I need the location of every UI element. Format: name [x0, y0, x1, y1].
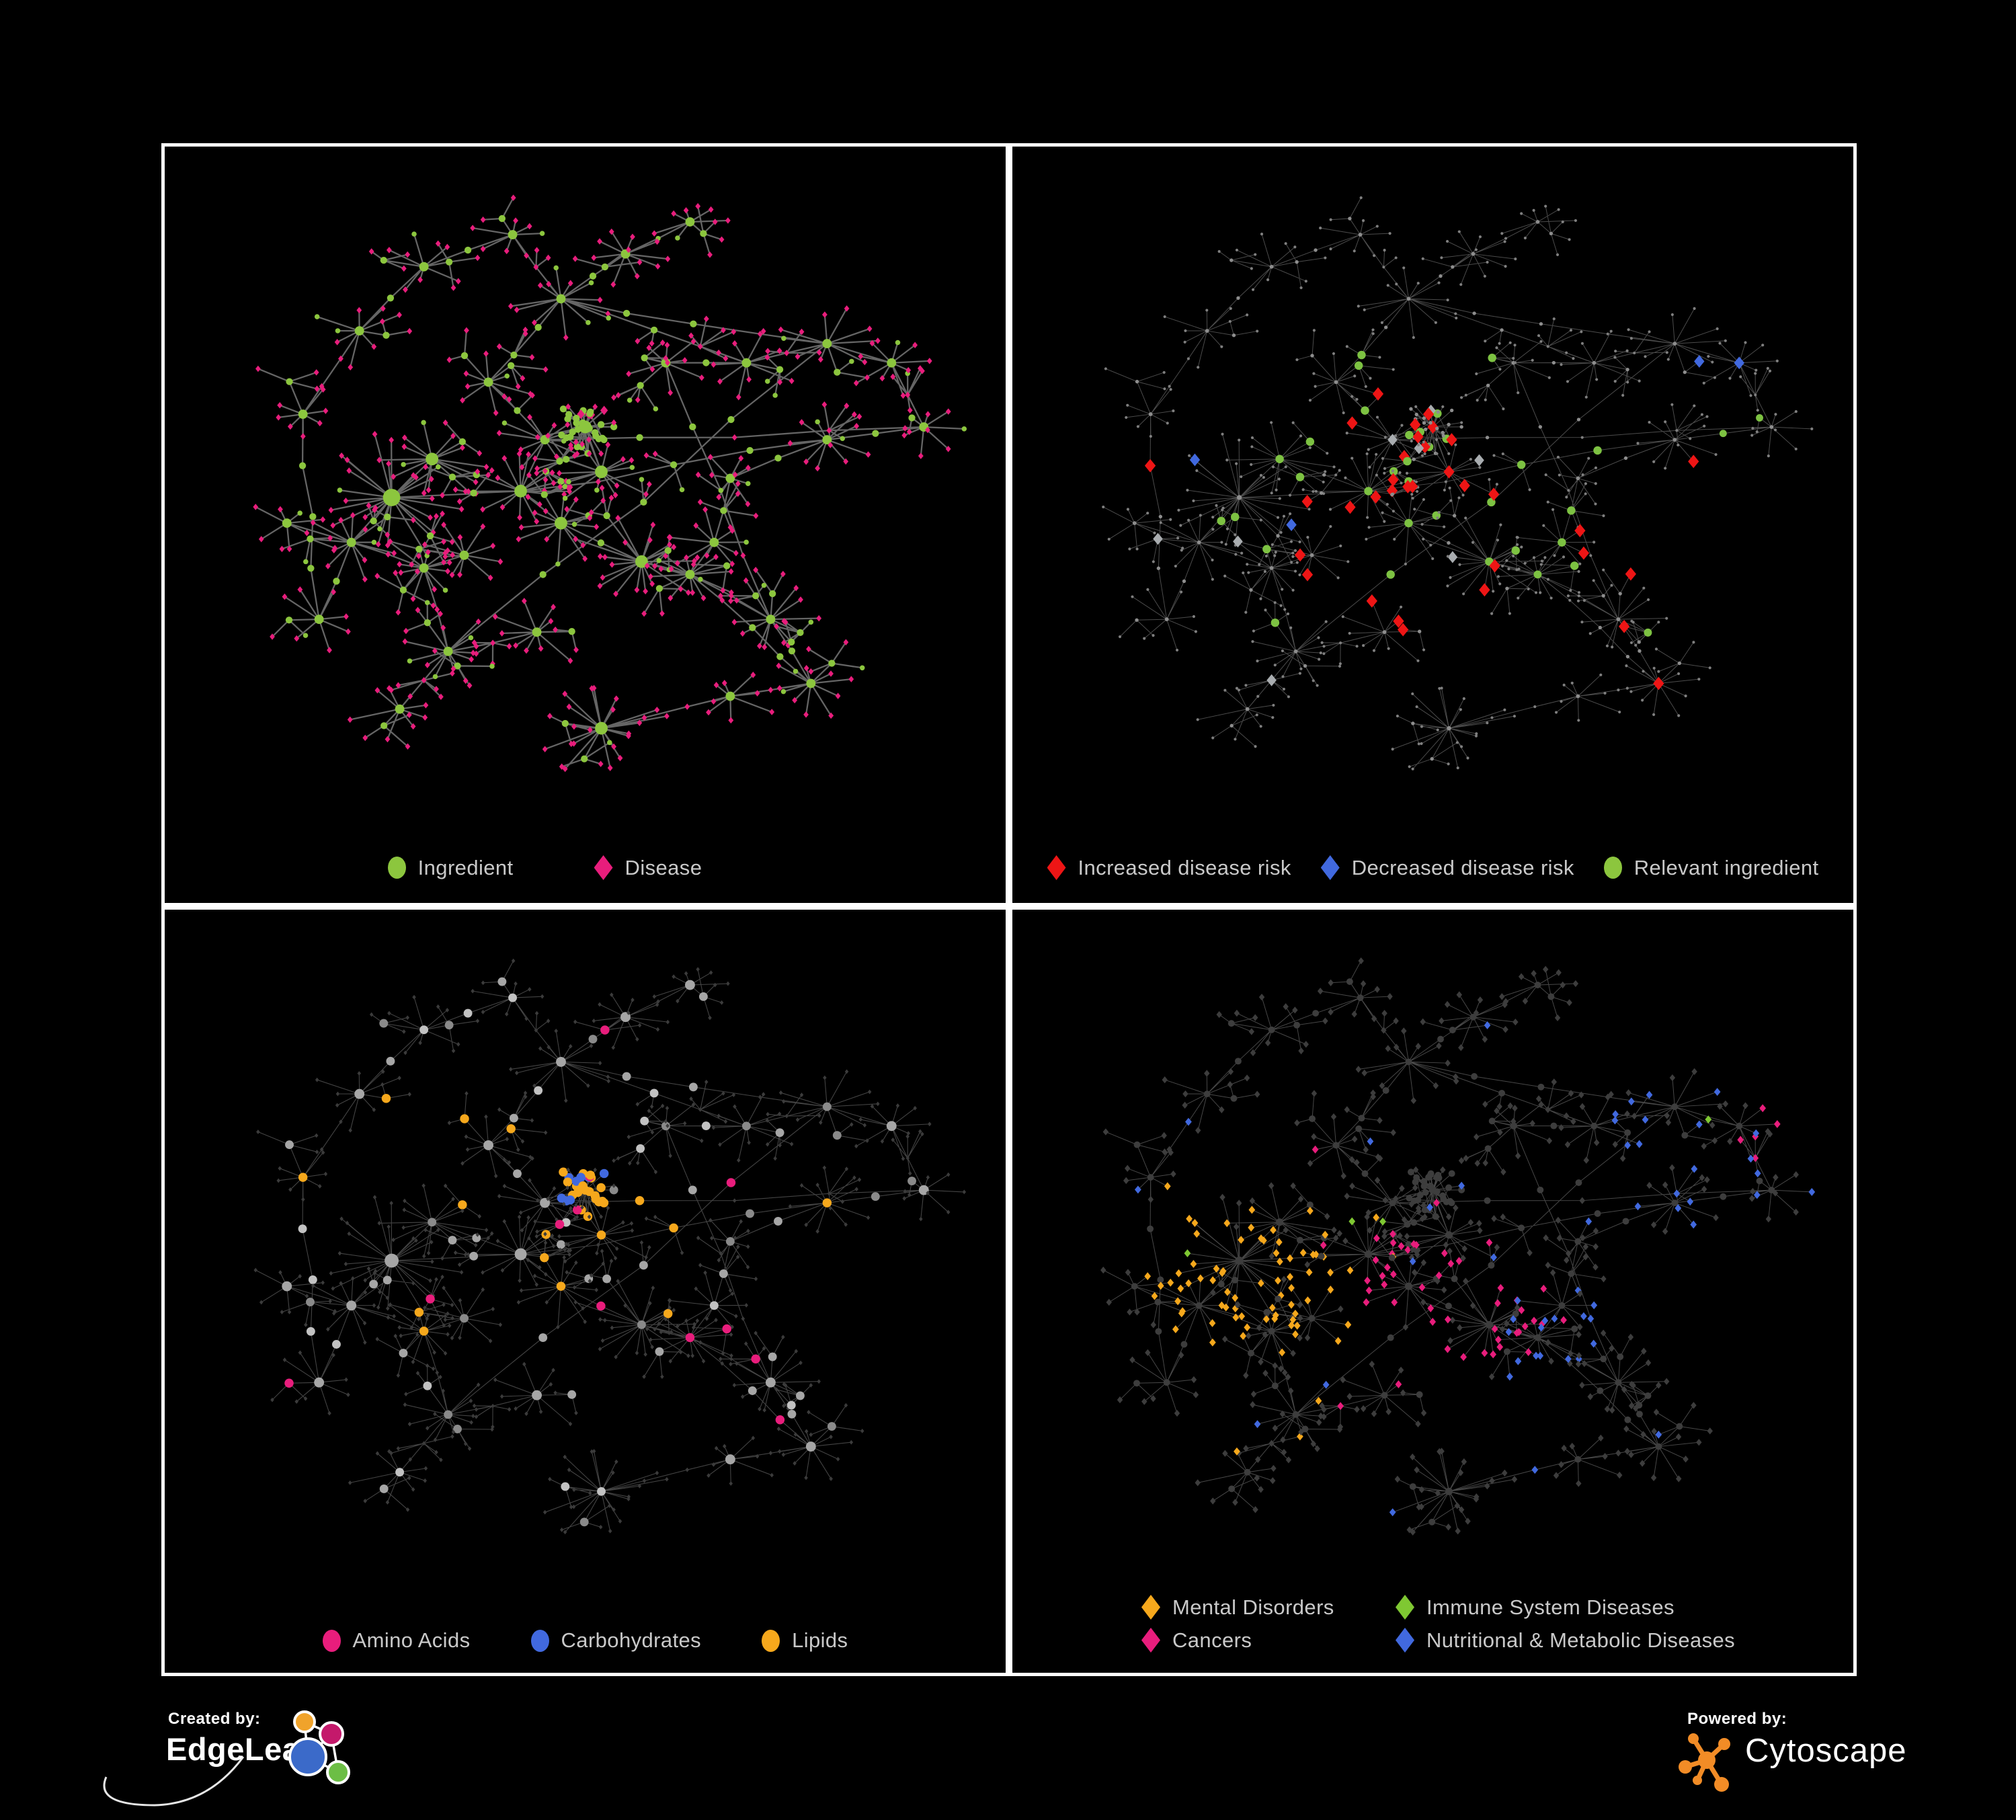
legend-item: Lipids: [762, 1628, 848, 1653]
panel-nutrient-class: Amino Acids Carbohydrates Lipids: [161, 906, 1009, 1676]
ingredient-disease-network-graph: [253, 194, 967, 773]
legend-label: Decreased disease risk: [1351, 855, 1574, 879]
panel-disease-category: Mental Disorders Immune System Diseases …: [1009, 906, 1857, 1676]
cytoscape-network-glyph: [1679, 1733, 1730, 1792]
legend-item: Carbohydrates: [530, 1628, 702, 1653]
amino-acids-circle-icon: [322, 1629, 341, 1652]
legend-label: Nutritional & Metabolic Diseases: [1426, 1628, 1736, 1652]
edgeleap-network-glyph: [103, 1710, 350, 1807]
legend-ingredient-disease: Ingredient Disease: [124, 855, 965, 880]
disease-risk-network-graph: [1102, 196, 1814, 770]
increased-risk-diamond-icon: [1047, 855, 1066, 880]
legend-label: Relevant ingredient: [1634, 855, 1819, 879]
legend-item: Cancers: [1141, 1628, 1396, 1653]
cytoscape-brand-text: Cytoscape: [1745, 1733, 1907, 1769]
legend-item: Nutritional & Metabolic Diseases: [1396, 1628, 1735, 1653]
edgeleap-blue-node: [288, 1737, 327, 1776]
legend-label: Cancers: [1172, 1628, 1252, 1652]
edgeleap-magenta-node: [319, 1721, 344, 1747]
legend-label: Ingredient: [417, 855, 514, 879]
legend-label: Lipids: [792, 1628, 848, 1652]
legend-item: Mental Disorders: [1141, 1595, 1396, 1620]
legend-nutrient-class: Amino Acids Carbohydrates Lipids: [165, 1628, 1006, 1653]
legend-label: Amino Acids: [352, 1628, 471, 1652]
legend-item: Immune System Diseases: [1396, 1595, 1735, 1620]
legend-item: Disease: [594, 855, 702, 880]
carbohydrates-circle-icon: [530, 1629, 549, 1652]
relevant-ingredient-circle-icon: [1603, 857, 1622, 879]
legend-label: Carbohydrates: [561, 1628, 702, 1652]
disease-diamond-icon: [594, 855, 613, 880]
legend-item: Increased disease risk: [1047, 855, 1291, 880]
legend-disease-category: Mental Disorders Immune System Diseases …: [1141, 1595, 1735, 1653]
lipids-circle-icon: [762, 1629, 780, 1652]
edgeleap-swoosh: [103, 1756, 245, 1807]
legend-label: Disease: [624, 855, 702, 879]
panel-ingredient-disease: Ingredient Disease: [161, 143, 1009, 906]
legend-item: Relevant ingredient: [1603, 855, 1819, 880]
legend-item: Ingredient: [387, 855, 514, 880]
nutrient-class-network-graph: [253, 958, 967, 1535]
ingredient-circle-icon: [387, 857, 406, 879]
legend-item: Amino Acids: [322, 1628, 471, 1653]
disease-category-network-graph: [1100, 957, 1816, 1536]
edgeleap-green-node: [326, 1760, 350, 1784]
mental-disorders-diamond-icon: [1141, 1595, 1160, 1620]
legend-label: Mental Disorders: [1172, 1595, 1334, 1619]
legend-label: Increased disease risk: [1078, 855, 1291, 879]
legend-label: Immune System Diseases: [1426, 1595, 1675, 1619]
powered-by-label: Powered by:: [1687, 1710, 1787, 1728]
edgeleap-orange-node: [293, 1710, 316, 1733]
nutritional-metabolic-diseases-diamond-icon: [1396, 1628, 1414, 1653]
created-by-label: Created by:: [168, 1710, 261, 1728]
legend-disease-risk: Increased disease risk Decreased disease…: [1012, 855, 1853, 880]
immune-system-diseases-diamond-icon: [1396, 1595, 1414, 1620]
cancers-diamond-icon: [1141, 1628, 1160, 1653]
decreased-risk-diamond-icon: [1320, 855, 1340, 880]
legend-item: Decreased disease risk: [1320, 855, 1574, 880]
panel-disease-risk: Increased disease risk Decreased disease…: [1009, 143, 1857, 906]
